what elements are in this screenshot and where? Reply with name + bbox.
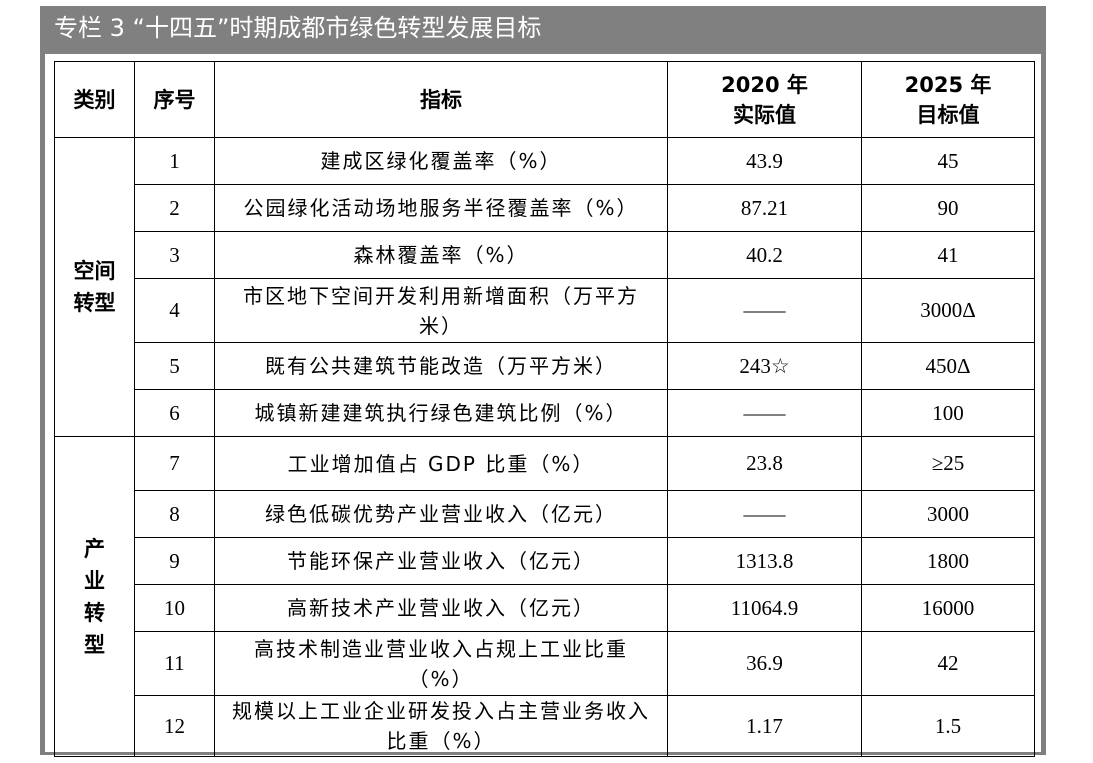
row-value-2025: 3000Δ	[861, 278, 1035, 343]
row-value-2025: 450Δ	[861, 342, 1035, 390]
row-indicator: 工业增加值占 GDP 比重（%）	[214, 436, 668, 491]
row-seq: 9	[134, 537, 215, 585]
row-indicator: 节能环保产业营业收入（亿元）	[214, 537, 668, 585]
row-value-2020: 23.8	[667, 436, 862, 491]
row-indicator: 建成区绿化覆盖率（%）	[214, 137, 668, 185]
row-value-2025: 1.5	[861, 695, 1035, 757]
row-value-2025: 3000	[861, 490, 1035, 538]
row-value-2025: 42	[861, 631, 1035, 696]
row-seq: 4	[134, 278, 215, 343]
row-value-2020: 36.9	[667, 631, 862, 696]
row-seq: 7	[134, 436, 215, 491]
row-indicator: 绿色低碳优势产业营业收入（亿元）	[214, 490, 668, 538]
row-indicator: 公园绿化活动场地服务半径覆盖率（%）	[214, 184, 668, 232]
header-seq: 序号	[134, 61, 215, 138]
table-row: 4 市区地下空间开发利用新增面积（万平方米） —— 3000Δ	[55, 278, 1035, 343]
row-value-2025: 45	[861, 137, 1035, 185]
table-row: 3 森林覆盖率（%） 40.2 41	[55, 231, 1035, 279]
row-indicator: 城镇新建建筑执行绿色建筑比例（%）	[214, 389, 668, 437]
header-2025: 2025 年 目标值	[861, 61, 1035, 138]
row-value-2020: 243☆	[667, 342, 862, 390]
header-2020-label: 实际值	[733, 102, 796, 127]
header-2025-label: 目标值	[916, 102, 980, 127]
row-value-2020: ——	[667, 389, 862, 437]
header-row: 类别 序号 指标 2020 年 实际值 2025 年 目标值	[54, 61, 1035, 138]
row-indicator: 森林覆盖率（%）	[214, 231, 668, 279]
table-row: 11 高技术制造业营业收入占规上工业比重（%） 36.9 42	[55, 631, 1035, 696]
row-seq: 8	[134, 490, 215, 538]
row-value-2020: 87.21	[667, 184, 862, 232]
table-container: 类别 序号 指标 2020 年 实际值 2025 年 目标值 空间	[45, 54, 1041, 757]
table-row: 9 节能环保产业营业收入（亿元） 1313.8 1800	[55, 537, 1035, 585]
row-value-2020: ——	[667, 490, 862, 538]
row-value-2020: 43.9	[667, 137, 862, 185]
panel-title: 专栏 3 “十四五”时期成都市绿色转型发展目标	[54, 14, 542, 42]
category-space: 空间转型	[54, 137, 135, 437]
table-row: 2 公园绿化活动场地服务半径覆盖率（%） 87.21 90	[55, 184, 1035, 232]
table-row: 8 绿色低碳优势产业营业收入（亿元） —— 3000	[55, 490, 1035, 538]
row-seq: 12	[134, 695, 215, 757]
row-indicator: 高新技术产业营业收入（亿元）	[214, 584, 668, 632]
table-row: 6 城镇新建建筑执行绿色建筑比例（%） —— 100	[55, 389, 1035, 437]
table-row: 12 规模以上工业企业研发投入占主营业务收入比重（%） 1.17 1.5	[55, 695, 1035, 757]
row-value-2025: 16000	[861, 584, 1035, 632]
header-2020: 2020 年 实际值	[667, 61, 862, 138]
row-value-2025: 41	[861, 231, 1035, 279]
goals-table: 类别 序号 指标 2020 年 实际值 2025 年 目标值 空间	[54, 61, 1035, 757]
category-industry-label: 产业转型	[84, 536, 105, 657]
table-row: 产业转型 7 工业增加值占 GDP 比重（%） 23.8 ≥25	[54, 436, 1035, 757]
row-seq: 1	[134, 137, 215, 185]
row-value-2025: 1800	[861, 537, 1035, 585]
row-indicator: 高技术制造业营业收入占规上工业比重（%）	[214, 631, 668, 696]
row-seq: 6	[134, 389, 215, 437]
row-value-2020: 1313.8	[667, 537, 862, 585]
table-panel: 专栏 3 “十四五”时期成都市绿色转型发展目标 类别 序号 指标 2020 年 …	[40, 6, 1046, 757]
row-value-2020: ——	[667, 278, 862, 343]
table-row: 10 高新技术产业营业收入（亿元） 11064.9 16000	[55, 584, 1035, 632]
row-seq: 11	[134, 631, 215, 696]
row-indicator: 规模以上工业企业研发投入占主营业务收入比重（%）	[214, 695, 668, 757]
row-value-2025: 90	[861, 184, 1035, 232]
category-industry: 产业转型	[54, 436, 135, 757]
row-seq: 5	[134, 342, 215, 390]
table-row: 空间转型 1 建成区绿化覆盖率（%） 43.9 45	[54, 137, 1035, 437]
category-space-label: 空间转型	[73, 259, 116, 315]
row-seq: 3	[134, 231, 215, 279]
table-row: 5 既有公共建筑节能改造（万平方米） 243☆ 450Δ	[55, 342, 1035, 390]
row-indicator: 市区地下空间开发利用新增面积（万平方米）	[214, 278, 668, 343]
header-2025-year: 2025 年	[904, 72, 992, 97]
row-value-2020: 1.17	[667, 695, 862, 757]
row-value-2020: 11064.9	[667, 584, 862, 632]
header-2020-year: 2020 年	[721, 72, 808, 97]
header-category: 类别	[54, 61, 135, 138]
header-indicator: 指标	[214, 61, 668, 138]
row-seq: 2	[134, 184, 215, 232]
row-value-2025: ≥25	[861, 436, 1035, 491]
row-value-2025: 100	[861, 389, 1035, 437]
row-value-2020: 40.2	[667, 231, 862, 279]
row-seq: 10	[134, 584, 215, 632]
row-indicator: 既有公共建筑节能改造（万平方米）	[214, 342, 668, 390]
